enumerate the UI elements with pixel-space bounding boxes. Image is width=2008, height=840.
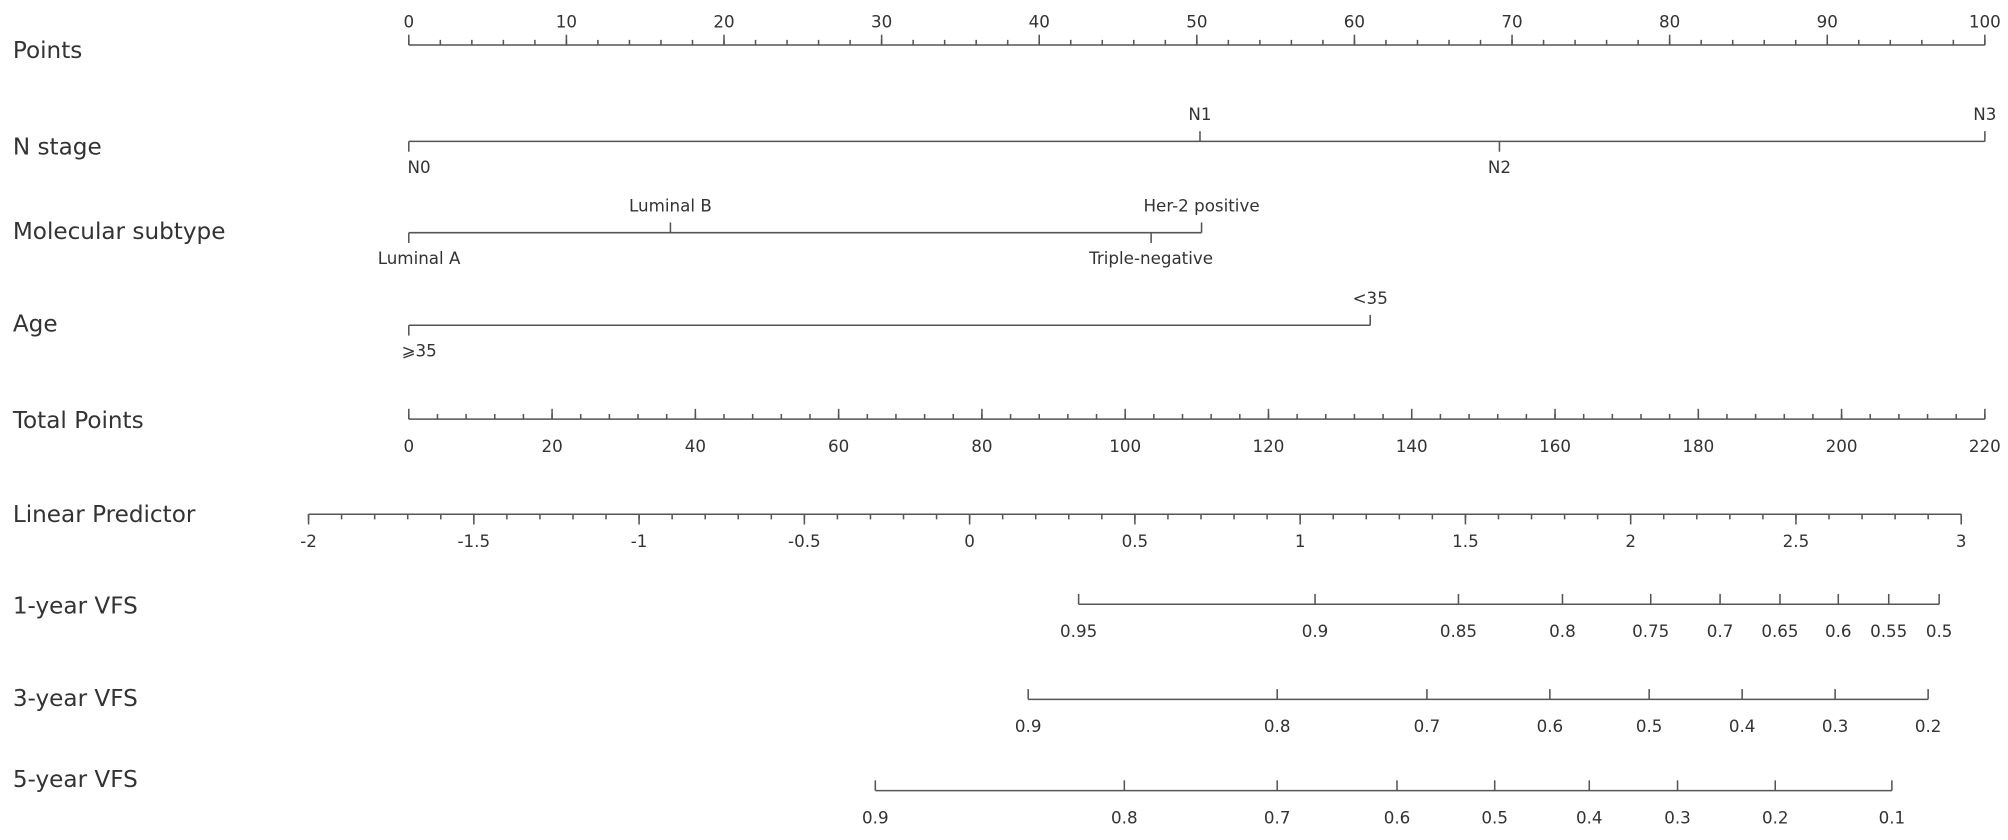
tick-label: 80 <box>1659 12 1680 32</box>
tick-label: 0.75 <box>1632 621 1669 641</box>
tick-label: 0.2 <box>1915 716 1942 736</box>
row-label: Points <box>13 38 82 64</box>
tick-label: 0.3 <box>1664 807 1691 827</box>
tick-label: 0.8 <box>1264 716 1291 736</box>
tick-label: -0.5 <box>788 531 821 551</box>
tick-label: 40 <box>1029 12 1050 32</box>
tick-label: 0.55 <box>1870 621 1907 641</box>
level-label: N0 <box>408 157 431 177</box>
level-label: Her-2 positive <box>1143 195 1259 215</box>
row-label: 3-year VFS <box>13 686 138 712</box>
tick-label: 0.5 <box>1481 807 1508 827</box>
tick-label: 3 <box>1956 531 1967 551</box>
tick-label: 100 <box>1109 436 1141 456</box>
tick-label: 0.5 <box>1926 621 1953 641</box>
tick-label: 80 <box>971 436 992 456</box>
tick-label: 0 <box>403 436 414 456</box>
tick-label: 1.5 <box>1452 531 1479 551</box>
tick-label: 70 <box>1501 12 1522 32</box>
level-label: N2 <box>1488 157 1511 177</box>
tick-label: 0.3 <box>1822 716 1849 736</box>
level-label: Luminal A <box>378 248 461 268</box>
tick-label: 20 <box>541 436 562 456</box>
tick-label: -1.5 <box>458 531 491 551</box>
tick-label: 60 <box>828 436 849 456</box>
tick-label: 0.2 <box>1762 807 1789 827</box>
tick-label: 90 <box>1817 12 1838 32</box>
row-label: N stage <box>13 134 102 160</box>
row-label: Linear Predictor <box>13 502 196 528</box>
tick-label: 0.5 <box>1122 531 1149 551</box>
tick-label: 0.9 <box>1015 716 1042 736</box>
tick-label: 0 <box>964 531 975 551</box>
tick-label: 0.7 <box>1414 716 1441 736</box>
tick-label: 140 <box>1396 436 1428 456</box>
tick-label: 0.6 <box>1825 621 1852 641</box>
tick-label: 160 <box>1539 436 1571 456</box>
tick-label: 0.6 <box>1384 807 1411 827</box>
tick-label: 2 <box>1625 531 1636 551</box>
tick-label: 120 <box>1253 436 1285 456</box>
tick-label: 200 <box>1826 436 1858 456</box>
level-label: <35 <box>1353 288 1388 308</box>
tick-label: 1 <box>1295 531 1306 551</box>
tick-label: 30 <box>871 12 892 32</box>
tick-label: 0.6 <box>1537 716 1564 736</box>
tick-label: 0.7 <box>1707 621 1734 641</box>
level-label: N3 <box>1973 104 1996 124</box>
tick-label: 0.1 <box>1879 807 1906 827</box>
tick-label: 0.8 <box>1549 621 1576 641</box>
tick-label: 100 <box>1969 12 2001 32</box>
level-label: ⩾35 <box>401 341 436 361</box>
tick-label: 40 <box>685 436 706 456</box>
tick-label: 0.95 <box>1060 621 1097 641</box>
tick-label: 0.85 <box>1440 621 1477 641</box>
tick-label: 0.7 <box>1264 807 1291 827</box>
row-label: 1-year VFS <box>13 593 138 619</box>
level-label: Luminal B <box>629 195 712 215</box>
level-label: N1 <box>1188 104 1211 124</box>
tick-label: 0.4 <box>1576 807 1603 827</box>
tick-label: 50 <box>1186 12 1207 32</box>
tick-label: 220 <box>1969 436 2001 456</box>
row-label: 5-year VFS <box>13 767 138 793</box>
tick-label: 0.8 <box>1111 807 1138 827</box>
level-label: Triple-negative <box>1088 248 1213 268</box>
tick-label: 0.9 <box>1302 621 1329 641</box>
tick-label: 20 <box>713 12 734 32</box>
tick-label: 60 <box>1344 12 1365 32</box>
row-label: Age <box>13 312 58 338</box>
tick-label: 0.65 <box>1761 621 1798 641</box>
tick-label: 0.4 <box>1729 716 1756 736</box>
tick-label: 10 <box>556 12 577 32</box>
row-label: Total Points <box>12 408 144 434</box>
tick-label: 2.5 <box>1783 531 1810 551</box>
tick-label: 0 <box>403 12 414 32</box>
tick-label: 0.5 <box>1636 716 1663 736</box>
tick-label: -2 <box>300 531 317 551</box>
tick-label: -1 <box>631 531 648 551</box>
tick-label: 180 <box>1682 436 1714 456</box>
row-label: Molecular subtype <box>13 219 226 245</box>
tick-label: 0.9 <box>862 807 889 827</box>
